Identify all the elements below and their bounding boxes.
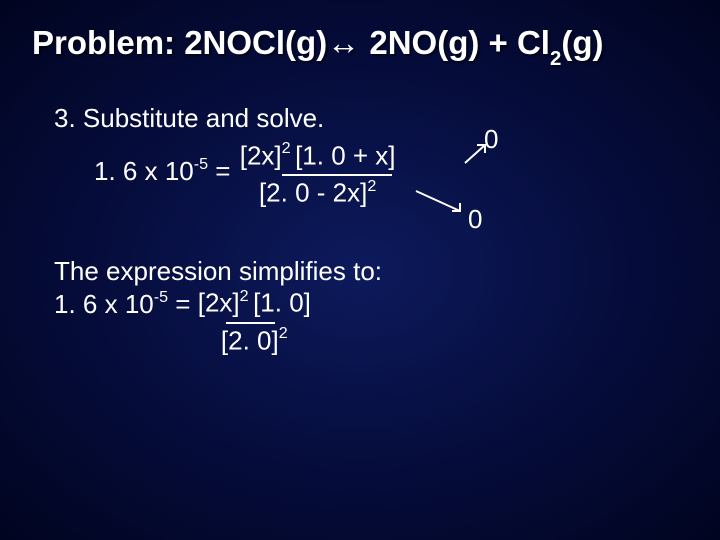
eq2-fraction: [2x]2 [1. 0] [2. 0]2	[198, 288, 311, 356]
eq2-lhs-exp: -5	[154, 288, 168, 306]
eq1-num-2: [1. 0 + x]	[295, 141, 395, 171]
title-text-2: (g)	[561, 24, 603, 61]
arrow-top-icon	[459, 141, 491, 169]
eq2-lhs: 1. 6 x 10-5 =	[54, 288, 190, 321]
eq2-fraction-bar	[226, 322, 275, 324]
slide: Problem: 2NOCl(g)↔ 2NO(g) + Cl2(g) 3. Su…	[0, 0, 720, 540]
eq1-num-exp: 2	[282, 139, 295, 157]
eq1-num-1: [2x]	[240, 141, 282, 171]
eq2-denominator: [2. 0]2	[198, 326, 311, 357]
eq1-lhs-exp: -5	[194, 155, 208, 173]
eq1-zero-bottom-val: 0	[468, 204, 482, 234]
eq2-lhs-1: 1. 6 x 10	[54, 289, 154, 319]
eq1-denominator: [2. 0 - 2x]2	[238, 178, 398, 209]
eq1-den-1: [2. 0 - 2x]	[259, 178, 367, 208]
title-text-1: Problem: 2NOCl(g)↔ 2NO(g) + Cl	[32, 24, 550, 61]
eq1-lhs: 1. 6 x 10-5 =	[94, 141, 230, 188]
eq2-num-2: [1. 0]	[253, 288, 311, 318]
eq2-num-exp: 2	[240, 287, 253, 305]
eq1-lhs-1: 1. 6 x 10	[94, 156, 194, 186]
title-subscript: 2	[550, 47, 561, 70]
arrow-bottom-icon	[408, 185, 468, 217]
equation-1: 1. 6 x 10-5 = [2x]2 [1. 0 + x] [2. 0 - 2…	[54, 141, 692, 227]
eq1-numerator: [2x]2 [1. 0 + x]	[238, 141, 398, 172]
eq2-num-1: [2x]	[198, 288, 240, 318]
eq2-den-1: [2. 0]	[221, 325, 279, 355]
slide-title: Problem: 2NOCl(g)↔ 2NO(g) + Cl2(g)	[32, 24, 692, 68]
eq2-den-exp: 2	[279, 324, 288, 342]
eq2-lhs-2: =	[168, 289, 190, 319]
eq1-den-exp: 2	[367, 177, 376, 195]
eq1-lhs-2: =	[208, 156, 230, 186]
simplify-label: The expression simplifies to:	[54, 255, 692, 288]
eq2-numerator: [2x]2 [1. 0]	[198, 288, 311, 319]
equation-2: 1. 6 x 10-5 = [2x]2 [1. 0] [2. 0]2	[54, 288, 692, 356]
eq1-fraction: [2x]2 [1. 0 + x] [2. 0 - 2x]2	[238, 141, 398, 209]
slide-body: 3. Substitute and solve. 1. 6 x 10-5 = […	[32, 102, 692, 357]
step-heading: 3. Substitute and solve.	[54, 102, 692, 135]
eq1-zero-bottom: 0	[468, 203, 482, 236]
